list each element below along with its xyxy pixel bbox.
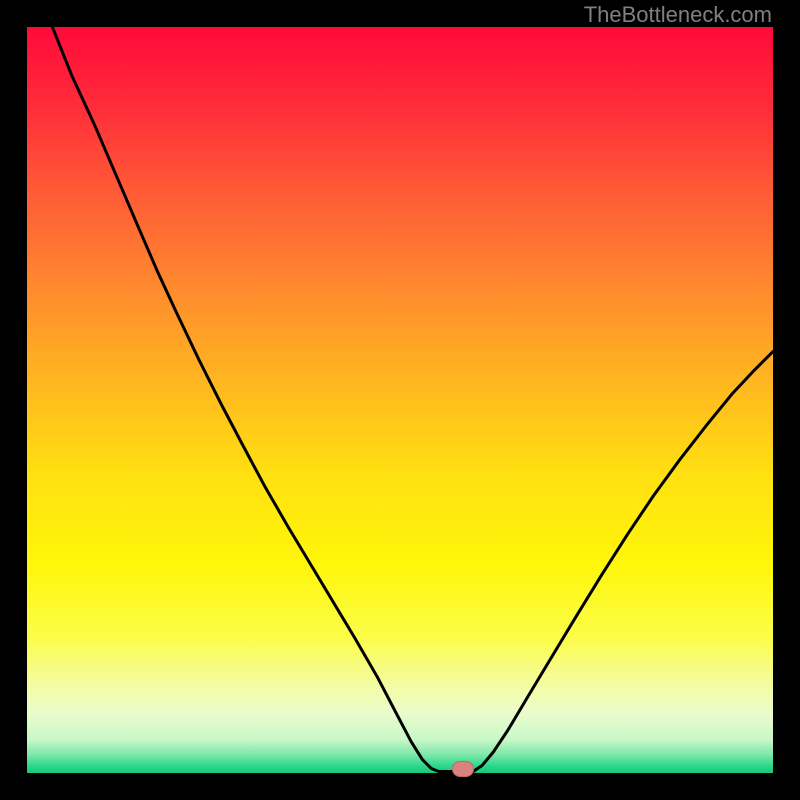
watermark-text: TheBottleneck.com bbox=[584, 2, 772, 28]
optimal-point-marker bbox=[452, 761, 474, 777]
bottleneck-curve bbox=[27, 27, 773, 773]
plot-area bbox=[27, 27, 773, 773]
chart-container: TheBottleneck.com bbox=[0, 0, 800, 800]
